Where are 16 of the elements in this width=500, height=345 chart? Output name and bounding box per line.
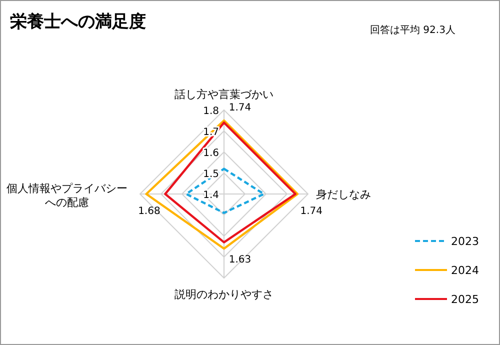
value-label: 1.63: [228, 254, 252, 266]
value-label: 1.68: [138, 206, 160, 217]
category: 身だしなみ: [316, 188, 371, 201]
tick: 1.8: [203, 106, 219, 117]
category: 説明のわかりやすさ: [174, 288, 274, 301]
annotation: 回答は平均 92.3人: [370, 25, 456, 36]
legend: 2023: [451, 235, 479, 248]
value-label: 1.74: [300, 206, 323, 217]
value-label: 1.74: [228, 102, 252, 114]
tick: 1.6: [203, 148, 219, 159]
legend: 2024: [451, 264, 479, 277]
legend: 2025: [451, 293, 479, 306]
category: 個人情報やプライバシーへの配慮: [6, 182, 128, 209]
tick: 1.4: [203, 190, 219, 201]
category: 話し方や言葉づかい: [174, 88, 274, 101]
title: 栄養士への満足度: [10, 12, 146, 32]
